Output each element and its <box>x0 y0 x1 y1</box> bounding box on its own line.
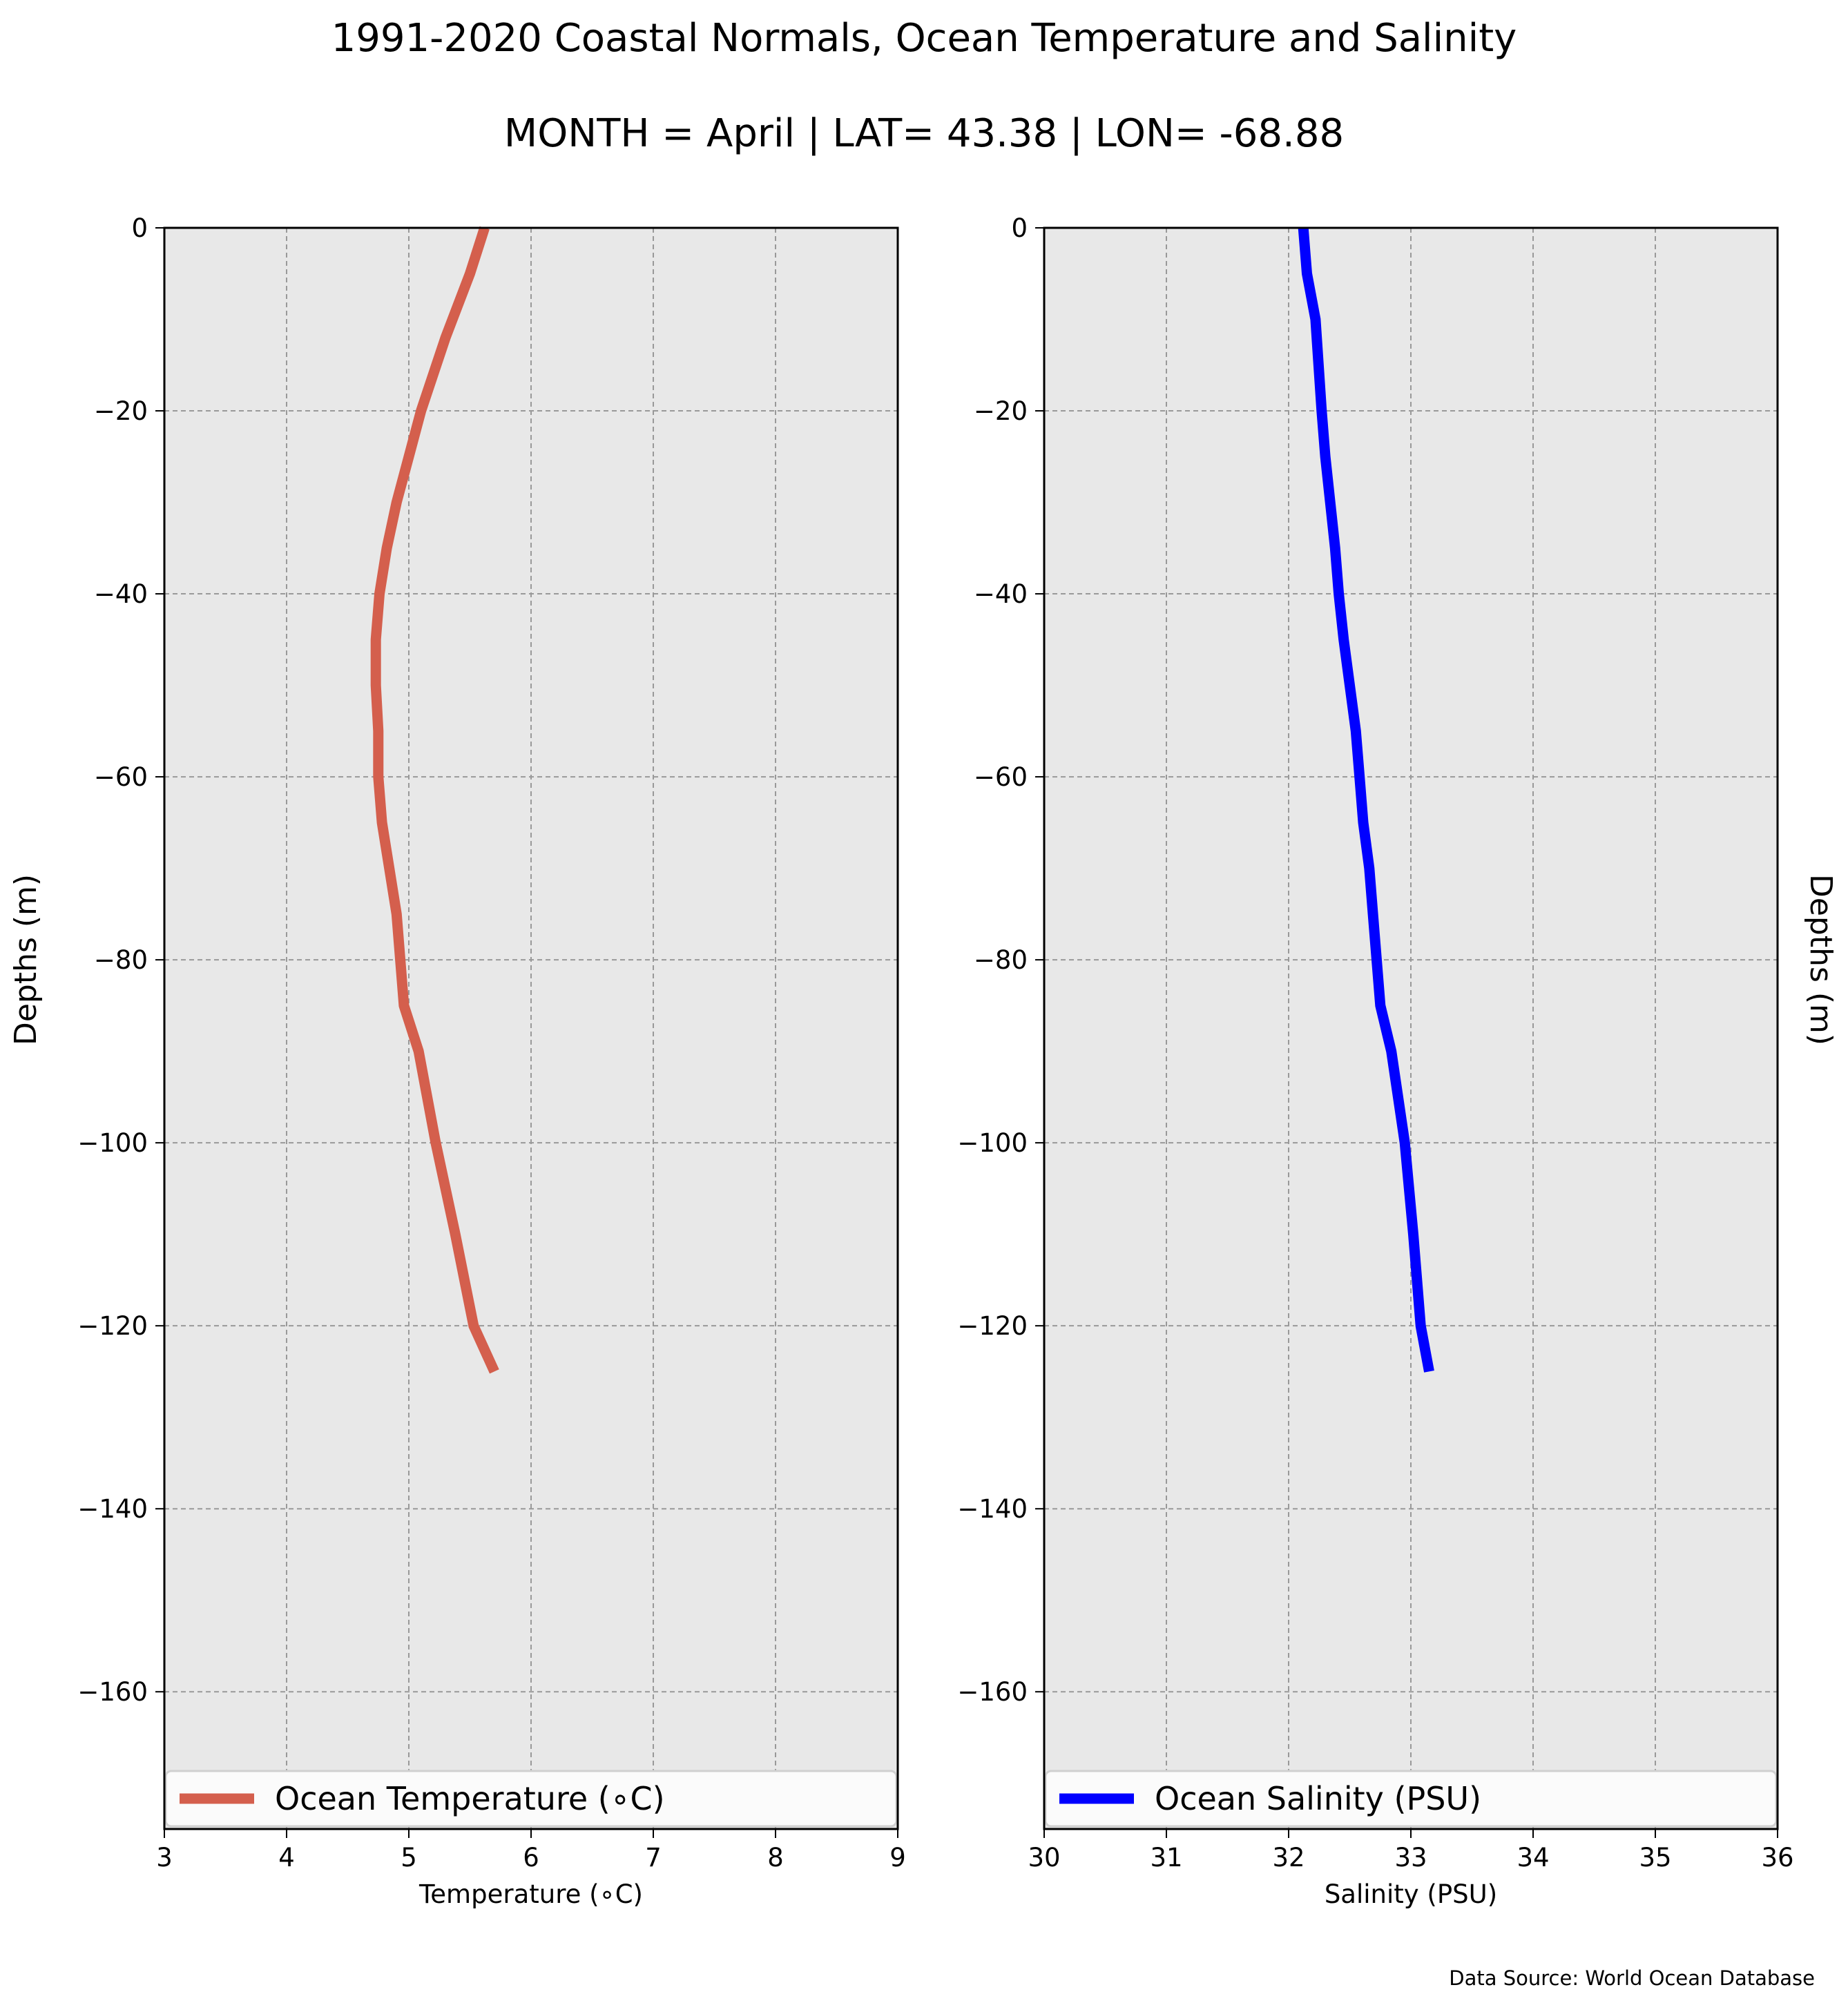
salinity-y-tick-label: −140 <box>957 1494 1028 1524</box>
temperature-y-tick-label: −100 <box>77 1128 148 1158</box>
salinity-x-tick-label: 33 <box>1394 1843 1427 1873</box>
temperature-x-tick-label: 9 <box>889 1843 906 1873</box>
temperature-x-tick-label: 7 <box>645 1843 662 1873</box>
temperature-x-tick-label: 8 <box>767 1843 784 1873</box>
temperature-x-tick-label: 6 <box>523 1843 539 1873</box>
temperature-y-tick-label: −60 <box>94 762 148 792</box>
temperature-x-axis-label: Temperature (∘C) <box>418 1879 643 1909</box>
temperature-y-axis-label: Depths (m) <box>8 874 44 1045</box>
temperature-y-tick-label: 0 <box>131 213 148 243</box>
salinity-legend <box>1044 1770 1778 1828</box>
salinity-x-tick-label: 32 <box>1272 1843 1305 1873</box>
data-source-note: Data Source: World Ocean Database <box>1449 1966 1815 1990</box>
temperature-chart-panel: Ocean Temperature (∘C) 3 4 5 6 7 8 9 0 −20 −40 −60 −… <box>8 213 906 1909</box>
salinity-legend-label: Ocean Salinity (PSU) <box>1155 1780 1481 1817</box>
salinity-x-axis-label: Salinity (PSU) <box>1325 1879 1497 1909</box>
salinity-chart-panel: Ocean Salinity (PSU) 30 31 32 33 34 35 36 0 −20 −4… <box>957 213 1838 1909</box>
temperature-y-tick-label: −160 <box>77 1677 148 1707</box>
temperature-y-tick-label: −40 <box>94 579 148 609</box>
salinity-x-tick-label: 36 <box>1761 1843 1793 1873</box>
salinity-y-tick-label: −20 <box>974 396 1028 426</box>
salinity-y-tick-label: −80 <box>974 945 1028 975</box>
salinity-y-tick-label: −120 <box>957 1311 1028 1341</box>
salinity-y-tick-label: −60 <box>974 762 1028 792</box>
temperature-y-tick-label: −140 <box>77 1494 148 1524</box>
salinity-y-tick-label: 0 <box>1011 213 1028 243</box>
salinity-series-line <box>1298 227 1434 1373</box>
temperature-legend-label: Ocean Temperature (∘C) <box>275 1780 665 1817</box>
salinity-x-tick-label: 35 <box>1639 1843 1671 1873</box>
temperature-legend <box>164 1770 898 1828</box>
temperature-x-tick-label: 4 <box>278 1843 295 1873</box>
figure-title: 1991-2020 Coastal Normals, Ocean Tempera… <box>331 16 1517 61</box>
figure-subtitle: MONTH = April | LAT= 43.38 | LON= -68.88 <box>504 111 1344 156</box>
salinity-x-tick-label: 34 <box>1517 1843 1549 1873</box>
salinity-y-axis-label: Depths (m) <box>1803 874 1838 1045</box>
salinity-x-tick-label: 31 <box>1150 1843 1182 1873</box>
salinity-y-tick-label: −160 <box>957 1677 1028 1707</box>
temperature-series-line <box>370 226 499 1374</box>
salinity-y-tick-label: −100 <box>957 1128 1028 1158</box>
temperature-y-tick-label: −20 <box>94 396 148 426</box>
salinity-x-tick-label: 30 <box>1028 1843 1060 1873</box>
salinity-y-tick-label: −40 <box>974 579 1028 609</box>
temperature-x-tick-label: 5 <box>401 1843 417 1873</box>
temperature-y-tick-label: −120 <box>77 1311 148 1341</box>
temperature-y-tick-label: −80 <box>94 945 148 975</box>
temperature-x-tick-label: 3 <box>156 1843 173 1873</box>
